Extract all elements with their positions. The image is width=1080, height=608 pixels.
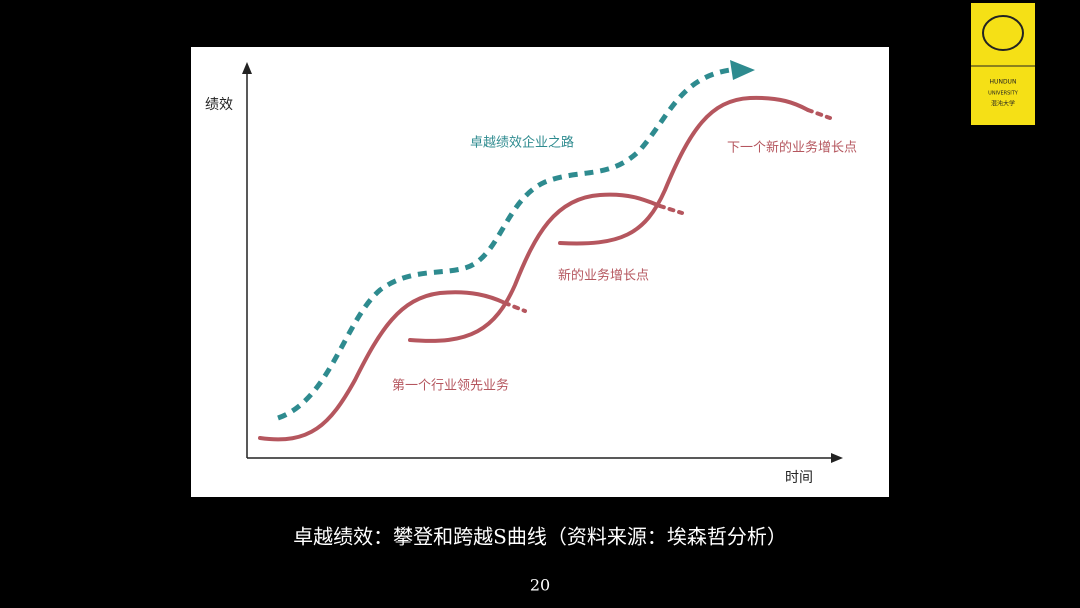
- y-axis-label: 绩效: [205, 97, 233, 113]
- s-curve-2: [408, 192, 662, 343]
- logo-circle: [982, 15, 1024, 51]
- x-arrow: [831, 453, 843, 463]
- logo: HUNDUN UNIVERSITY 混沌大学: [971, 3, 1035, 125]
- diagram-panel: [191, 47, 889, 497]
- path-label: 卓越绩效企业之路: [470, 135, 574, 151]
- logo-text: HUNDUN: [990, 79, 1017, 86]
- s-curve-1: [258, 290, 507, 442]
- s-curves: [258, 95, 832, 442]
- axes: [246, 70, 835, 459]
- logo-text: 混沌大学: [991, 100, 1015, 108]
- caption: 卓越绩效：攀登和跨越S曲线（资料来源：埃森哲分析）: [293, 525, 787, 549]
- logo-bg: [971, 3, 1035, 125]
- s-curve-3-dots: [806, 108, 832, 120]
- curve-label: 新的业务增长点: [558, 268, 649, 284]
- x-axis-label: 时间: [785, 470, 813, 486]
- s-curve-2-dots: [658, 204, 684, 215]
- curve-label: 第一个行业领先业务: [392, 378, 509, 394]
- curve-label: 下一个新的业务增长点: [727, 140, 857, 156]
- excellence-path: [277, 67, 731, 421]
- y-arrow: [242, 62, 252, 74]
- logo-text: UNIVERSITY: [988, 91, 1019, 97]
- excellence-arrow: [730, 60, 755, 80]
- page-number: 20: [530, 576, 550, 595]
- s-curve-1-dots: [503, 301, 527, 313]
- s-curve-3: [558, 95, 810, 246]
